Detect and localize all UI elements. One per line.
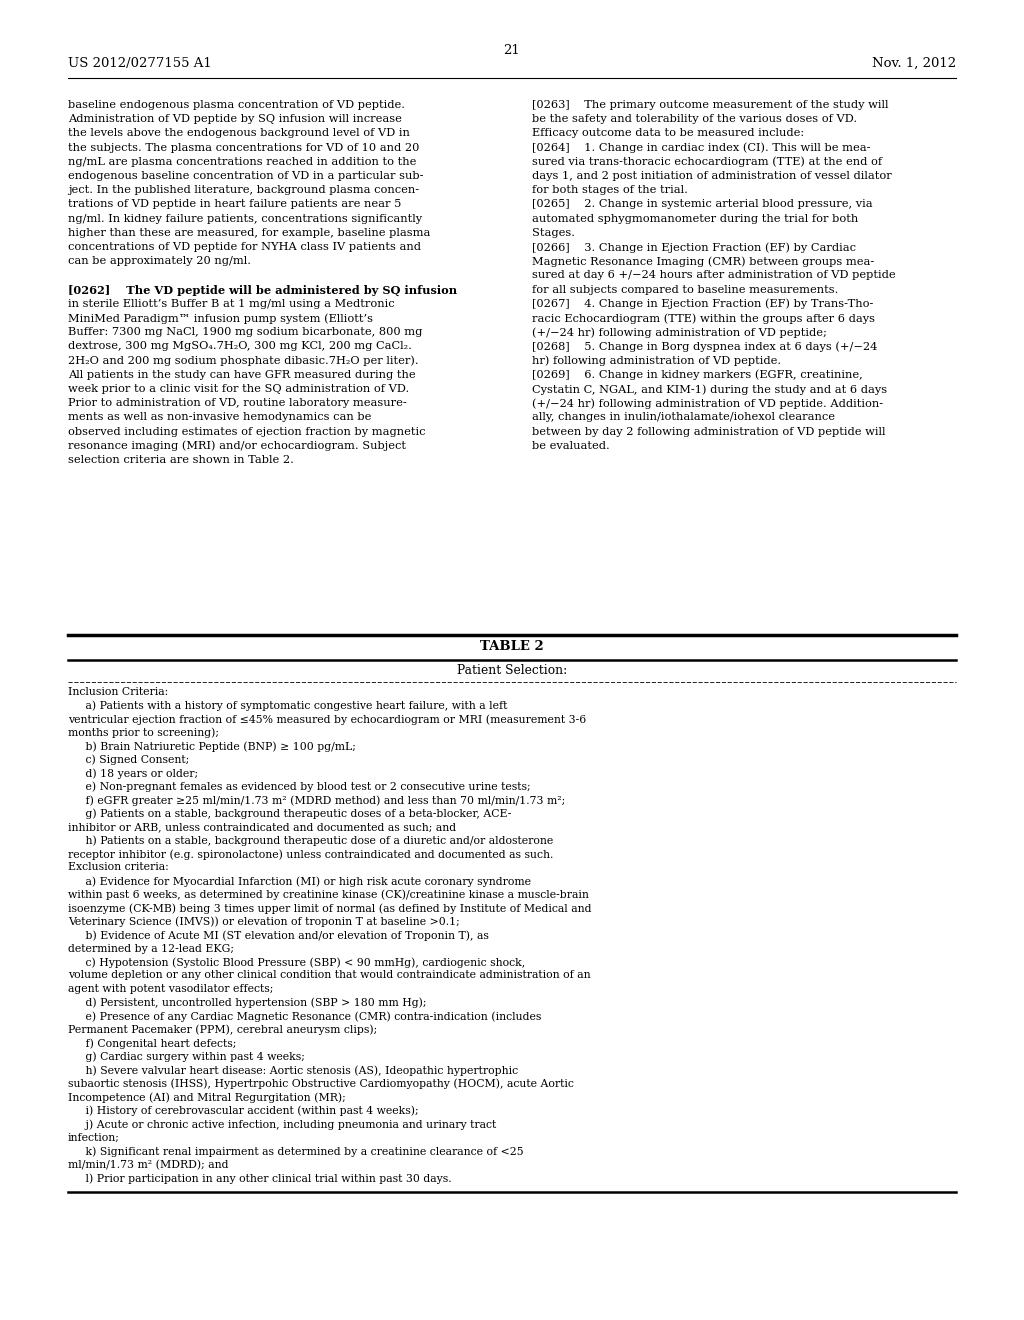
Text: All patients in the study can have GFR measured during the: All patients in the study can have GFR m… xyxy=(68,370,416,380)
Text: a) Evidence for Myocardial Infarction (MI) or high risk acute coronary syndrome: a) Evidence for Myocardial Infarction (M… xyxy=(68,876,531,887)
Text: 21: 21 xyxy=(504,44,520,57)
Text: 2H₂O and 200 mg sodium phosphate dibasic.7H₂O per liter).: 2H₂O and 200 mg sodium phosphate dibasic… xyxy=(68,355,419,366)
Text: be the safety and tolerability of the various doses of VD.: be the safety and tolerability of the va… xyxy=(532,115,857,124)
Text: ventricular ejection fraction of ≤45% measured by echocardiogram or MRI (measure: ventricular ejection fraction of ≤45% me… xyxy=(68,714,587,725)
Text: higher than these are measured, for example, baseline plasma: higher than these are measured, for exam… xyxy=(68,228,430,238)
Text: c) Signed Consent;: c) Signed Consent; xyxy=(68,755,189,766)
Text: Nov. 1, 2012: Nov. 1, 2012 xyxy=(871,57,956,70)
Text: Stages.: Stages. xyxy=(532,228,575,238)
Text: l) Prior participation in any other clinical trial within past 30 days.: l) Prior participation in any other clin… xyxy=(68,1173,452,1184)
Text: b) Evidence of Acute MI (ST elevation and/or elevation of Troponin T), as: b) Evidence of Acute MI (ST elevation an… xyxy=(68,931,488,941)
Text: week prior to a clinic visit for the SQ administration of VD.: week prior to a clinic visit for the SQ … xyxy=(68,384,410,393)
Text: Efficacy outcome data to be measured include:: Efficacy outcome data to be measured inc… xyxy=(532,128,804,139)
Text: [0262]    The VD peptide will be administered by SQ infusion: [0262] The VD peptide will be administer… xyxy=(68,285,457,296)
Text: j) Acute or chronic active infection, including pneumonia and urinary tract: j) Acute or chronic active infection, in… xyxy=(68,1119,497,1130)
Text: Permanent Pacemaker (PPM), cerebral aneurysm clips);: Permanent Pacemaker (PPM), cerebral aneu… xyxy=(68,1024,377,1035)
Text: e) Presence of any Cardiac Magnetic Resonance (CMR) contra-indication (includes: e) Presence of any Cardiac Magnetic Reso… xyxy=(68,1011,542,1022)
Text: g) Cardiac surgery within past 4 weeks;: g) Cardiac surgery within past 4 weeks; xyxy=(68,1052,305,1063)
Text: infection;: infection; xyxy=(68,1133,120,1143)
Text: d) 18 years or older;: d) 18 years or older; xyxy=(68,768,198,779)
Text: Incompetence (AI) and Mitral Regurgitation (MR);: Incompetence (AI) and Mitral Regurgitati… xyxy=(68,1092,346,1102)
Text: h) Patients on a stable, background therapeutic dose of a diuretic and/or aldost: h) Patients on a stable, background ther… xyxy=(68,836,553,846)
Text: d) Persistent, uncontrolled hypertension (SBP > 180 mm Hg);: d) Persistent, uncontrolled hypertension… xyxy=(68,998,427,1008)
Text: [0268]    5. Change in Borg dyspnea index at 6 days (+/−24: [0268] 5. Change in Borg dyspnea index a… xyxy=(532,342,878,352)
Text: days 1, and 2 post initiation of administration of vessel dilator: days 1, and 2 post initiation of adminis… xyxy=(532,172,892,181)
Text: resonance imaging (MRI) and/or echocardiogram. Subject: resonance imaging (MRI) and/or echocardi… xyxy=(68,441,406,451)
Text: ally, changes in inulin/iothalamate/iohexol clearance: ally, changes in inulin/iothalamate/iohe… xyxy=(532,412,835,422)
Text: [0269]    6. Change in kidney markers (EGFR, creatinine,: [0269] 6. Change in kidney markers (EGFR… xyxy=(532,370,863,380)
Text: baseline endogenous plasma concentration of VD peptide.: baseline endogenous plasma concentration… xyxy=(68,100,406,110)
Text: ments as well as non-invasive hemodynamics can be: ments as well as non-invasive hemodynami… xyxy=(68,412,372,422)
Text: determined by a 12-lead EKG;: determined by a 12-lead EKG; xyxy=(68,944,234,953)
Text: f) eGFR greater ≥25 ml/min/1.73 m² (MDRD method) and less than 70 ml/min/1.73 m²: f) eGFR greater ≥25 ml/min/1.73 m² (MDRD… xyxy=(68,795,565,805)
Text: MiniMed Paradigm™ infusion pump system (Elliott’s: MiniMed Paradigm™ infusion pump system (… xyxy=(68,313,373,323)
Text: agent with potent vasodilator effects;: agent with potent vasodilator effects; xyxy=(68,983,273,994)
Text: [0267]    4. Change in Ejection Fraction (EF) by Trans-Tho-: [0267] 4. Change in Ejection Fraction (E… xyxy=(532,298,873,309)
Text: (+/−24 hr) following administration of VD peptide;: (+/−24 hr) following administration of V… xyxy=(532,327,826,338)
Text: the levels above the endogenous background level of VD in: the levels above the endogenous backgrou… xyxy=(68,128,410,139)
Text: a) Patients with a history of symptomatic congestive heart failure, with a left: a) Patients with a history of symptomati… xyxy=(68,701,507,711)
Text: [0264]    1. Change in cardiac index (CI). This will be mea-: [0264] 1. Change in cardiac index (CI). … xyxy=(532,143,870,153)
Text: Cystatin C, NGAL, and KIM-1) during the study and at 6 days: Cystatin C, NGAL, and KIM-1) during the … xyxy=(532,384,887,395)
Text: Exclusion criteria:: Exclusion criteria: xyxy=(68,862,169,873)
Text: between by day 2 following administration of VD peptide will: between by day 2 following administratio… xyxy=(532,426,886,437)
Text: within past 6 weeks, as determined by creatinine kinase (CK)/creatinine kinase a: within past 6 weeks, as determined by cr… xyxy=(68,890,589,900)
Text: Buffer: 7300 mg NaCl, 1900 mg sodium bicarbonate, 800 mg: Buffer: 7300 mg NaCl, 1900 mg sodium bic… xyxy=(68,327,422,337)
Text: sured via trans-thoracic echocardiogram (TTE) at the end of: sured via trans-thoracic echocardiogram … xyxy=(532,157,882,168)
Text: Patient Selection:: Patient Selection: xyxy=(457,664,567,677)
Text: Magnetic Resonance Imaging (CMR) between groups mea-: Magnetic Resonance Imaging (CMR) between… xyxy=(532,256,874,267)
Text: endogenous baseline concentration of VD in a particular sub-: endogenous baseline concentration of VD … xyxy=(68,172,424,181)
Text: [0266]    3. Change in Ejection Fraction (EF) by Cardiac: [0266] 3. Change in Ejection Fraction (E… xyxy=(532,242,856,252)
Text: concentrations of VD peptide for NYHA class IV patients and: concentrations of VD peptide for NYHA cl… xyxy=(68,242,421,252)
Text: ject. In the published literature, background plasma concen-: ject. In the published literature, backg… xyxy=(68,185,419,195)
Text: volume depletion or any other clinical condition that would contraindicate admin: volume depletion or any other clinical c… xyxy=(68,970,591,981)
Text: for both stages of the trial.: for both stages of the trial. xyxy=(532,185,688,195)
Text: ng/mL are plasma concentrations reached in addition to the: ng/mL are plasma concentrations reached … xyxy=(68,157,417,166)
Text: selection criteria are shown in Table 2.: selection criteria are shown in Table 2. xyxy=(68,455,294,465)
Text: automated sphygmomanometer during the trial for both: automated sphygmomanometer during the tr… xyxy=(532,214,858,223)
Text: h) Severe valvular heart disease: Aortic stenosis (AS), Ideopathic hypertrophic: h) Severe valvular heart disease: Aortic… xyxy=(68,1065,518,1076)
Text: the subjects. The plasma concentrations for VD of 10 and 20: the subjects. The plasma concentrations … xyxy=(68,143,420,153)
Text: Administration of VD peptide by SQ infusion will increase: Administration of VD peptide by SQ infus… xyxy=(68,115,401,124)
Text: inhibitor or ARB, unless contraindicated and documented as such; and: inhibitor or ARB, unless contraindicated… xyxy=(68,822,456,832)
Text: observed including estimates of ejection fraction by magnetic: observed including estimates of ejection… xyxy=(68,426,426,437)
Text: trations of VD peptide in heart failure patients are near 5: trations of VD peptide in heart failure … xyxy=(68,199,401,210)
Text: f) Congenital heart defects;: f) Congenital heart defects; xyxy=(68,1038,237,1048)
Text: g) Patients on a stable, background therapeutic doses of a beta-blocker, ACE-: g) Patients on a stable, background ther… xyxy=(68,808,511,820)
Text: months prior to screening);: months prior to screening); xyxy=(68,727,219,738)
Text: US 2012/0277155 A1: US 2012/0277155 A1 xyxy=(68,57,212,70)
Text: b) Brain Natriuretic Peptide (BNP) ≥ 100 pg/mL;: b) Brain Natriuretic Peptide (BNP) ≥ 100… xyxy=(68,741,356,751)
Text: in sterile Elliott’s Buffer B at 1 mg/ml using a Medtronic: in sterile Elliott’s Buffer B at 1 mg/ml… xyxy=(68,298,394,309)
Text: ng/ml. In kidney failure patients, concentrations significantly: ng/ml. In kidney failure patients, conce… xyxy=(68,214,422,223)
Text: can be approximately 20 ng/ml.: can be approximately 20 ng/ml. xyxy=(68,256,251,267)
Text: racic Echocardiogram (TTE) within the groups after 6 days: racic Echocardiogram (TTE) within the gr… xyxy=(532,313,874,323)
Text: receptor inhibitor (e.g. spironolactone) unless contraindicated and documented a: receptor inhibitor (e.g. spironolactone)… xyxy=(68,849,553,859)
Text: c) Hypotension (Systolic Blood Pressure (SBP) < 90 mmHg), cardiogenic shock,: c) Hypotension (Systolic Blood Pressure … xyxy=(68,957,525,968)
Text: e) Non-pregnant females as evidenced by blood test or 2 consecutive urine tests;: e) Non-pregnant females as evidenced by … xyxy=(68,781,530,792)
Text: [0263]    The primary outcome measurement of the study will: [0263] The primary outcome measurement o… xyxy=(532,100,889,110)
Text: Veterinary Science (IMVS)) or elevation of troponin T at baseline >0.1;: Veterinary Science (IMVS)) or elevation … xyxy=(68,916,460,927)
Text: subaortic stenosis (IHSS), Hypertrpohic Obstructive Cardiomyopathy (HOCM), acute: subaortic stenosis (IHSS), Hypertrpohic … xyxy=(68,1078,573,1089)
Text: ml/min/1.73 m² (MDRD); and: ml/min/1.73 m² (MDRD); and xyxy=(68,1159,228,1170)
Text: i) History of cerebrovascular accident (within past 4 weeks);: i) History of cerebrovascular accident (… xyxy=(68,1106,419,1117)
Text: isoenzyme (CK-MB) being 3 times upper limit of normal (as defined by Institute o: isoenzyme (CK-MB) being 3 times upper li… xyxy=(68,903,592,913)
Text: be evaluated.: be evaluated. xyxy=(532,441,609,451)
Text: Prior to administration of VD, routine laboratory measure-: Prior to administration of VD, routine l… xyxy=(68,399,407,408)
Text: sured at day 6 +/−24 hours after administration of VD peptide: sured at day 6 +/−24 hours after adminis… xyxy=(532,271,896,280)
Text: hr) following administration of VD peptide.: hr) following administration of VD pepti… xyxy=(532,355,781,366)
Text: (+/−24 hr) following administration of VD peptide. Addition-: (+/−24 hr) following administration of V… xyxy=(532,399,883,409)
Text: k) Significant renal impairment as determined by a creatinine clearance of <25: k) Significant renal impairment as deter… xyxy=(68,1146,523,1156)
Text: dextrose, 300 mg MgSO₄.7H₂O, 300 mg KCl, 200 mg CaCl₂.: dextrose, 300 mg MgSO₄.7H₂O, 300 mg KCl,… xyxy=(68,342,412,351)
Text: Inclusion Criteria:: Inclusion Criteria: xyxy=(68,686,168,697)
Text: [0265]    2. Change in systemic arterial blood pressure, via: [0265] 2. Change in systemic arterial bl… xyxy=(532,199,872,210)
Text: for all subjects compared to baseline measurements.: for all subjects compared to baseline me… xyxy=(532,285,839,294)
Text: TABLE 2: TABLE 2 xyxy=(480,640,544,653)
